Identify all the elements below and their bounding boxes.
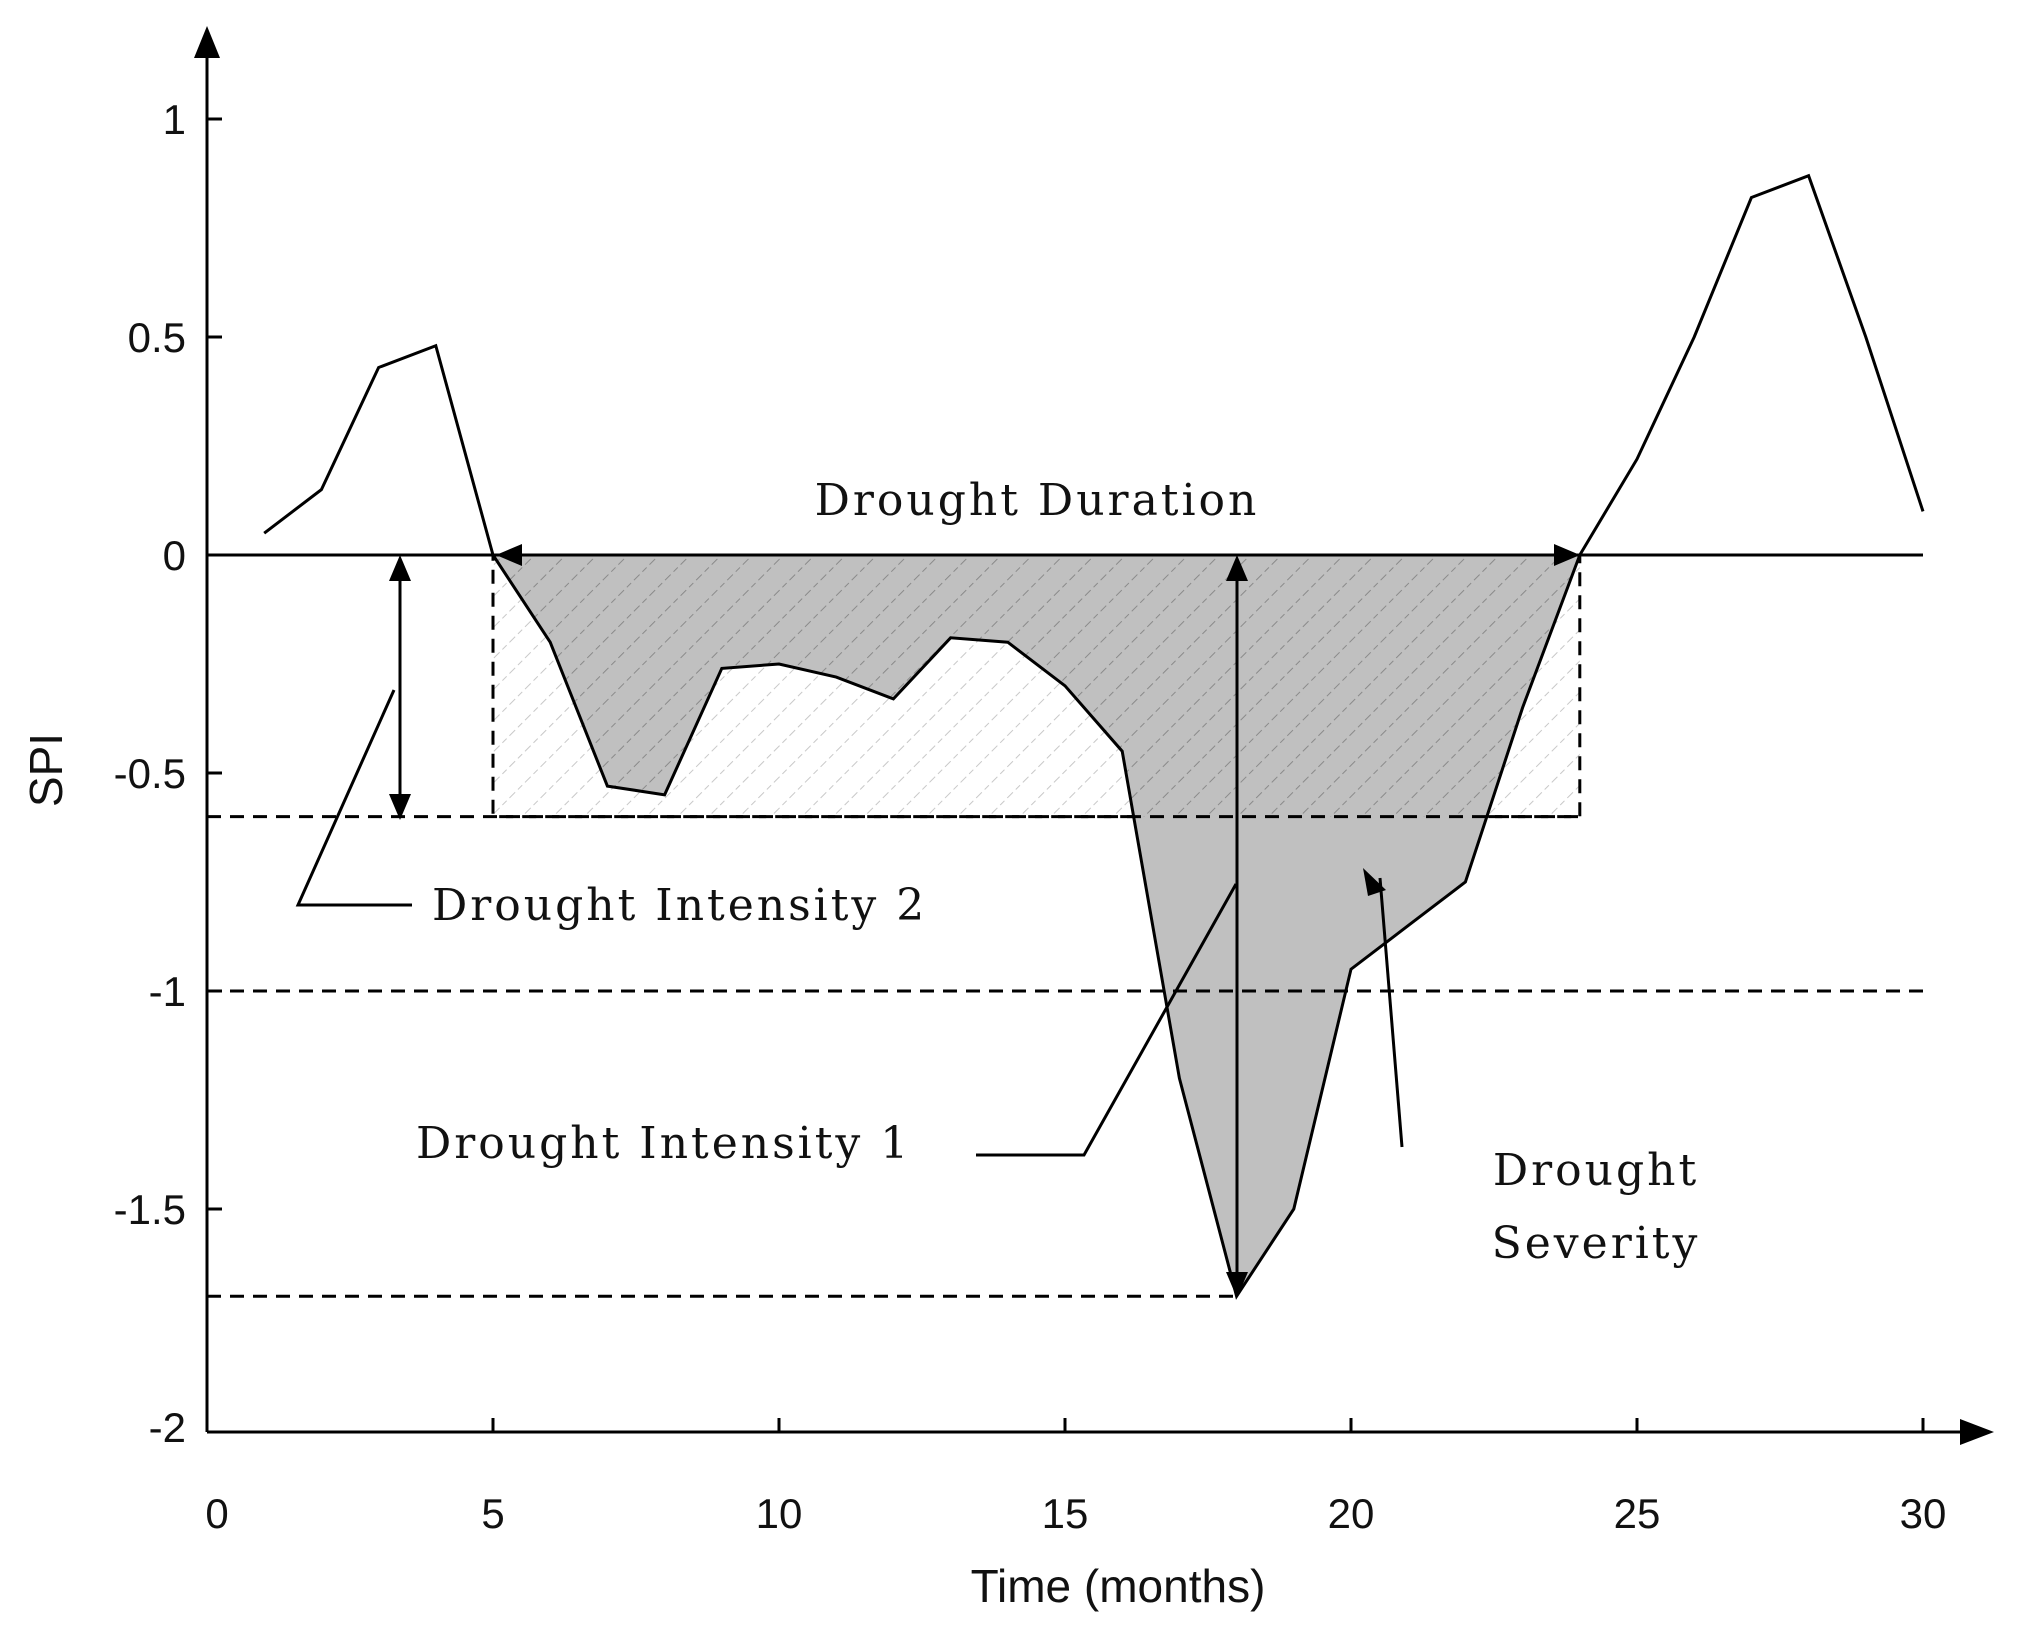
severity-arrowhead: [1363, 868, 1386, 896]
x-ticks: 0 5 10 15 20 25 30: [205, 1418, 1946, 1537]
severity-leader: [1378, 877, 1404, 1148]
y-tick-label: -0.5: [114, 750, 186, 797]
severity-label-line1: Drought: [1493, 1145, 1699, 1196]
duration-arrowhead-right: [1554, 544, 1580, 566]
intensity1-arrowhead-top: [1226, 555, 1248, 581]
x-tick-label: 0: [205, 1490, 228, 1537]
x-axis-title: Time (months): [971, 1560, 1266, 1612]
y-tick-label: 0: [163, 532, 186, 579]
y-ticks: -2 -1.5 -1 -0.5 0 0.5 1: [114, 96, 222, 1451]
annotation-arrowheads: [389, 544, 1580, 1298]
x-tick-label: 10: [756, 1490, 803, 1537]
intensity2-arrowhead-bottom: [389, 794, 411, 820]
severity-hatch: [493, 555, 1580, 817]
intensity2-arrowhead-top: [389, 555, 411, 581]
intensity1-label: Drought Intensity 1: [416, 1118, 911, 1169]
x-tick-label: 15: [1042, 1490, 1089, 1537]
y-tick-label: 1: [163, 96, 186, 143]
intensity2-label: Drought Intensity 2: [432, 880, 927, 931]
axes: [194, 26, 1994, 1445]
intensity1-leader: [976, 883, 1238, 1157]
y-axis-title: SPI: [20, 733, 72, 807]
x-tick-label: 30: [1900, 1490, 1947, 1537]
y-tick-label: -1: [149, 968, 186, 1015]
y-tick-label: -1.5: [114, 1186, 186, 1233]
duration-label: Drought Duration: [815, 475, 1260, 526]
intensity2-leader: [295, 689, 412, 907]
x-tick-label: 5: [481, 1490, 504, 1537]
x-axis-arrow: [1960, 1419, 1994, 1445]
x-tick-label: 20: [1328, 1490, 1375, 1537]
y-tick-label: 0.5: [128, 314, 186, 361]
y-tick-label: -2: [149, 1404, 186, 1451]
annotation-arrows: [295, 553, 1558, 1276]
y-axis-arrow: [194, 26, 220, 58]
duration-arrowhead-left: [496, 544, 522, 566]
intensity1-arrowhead-bottom: [1226, 1272, 1248, 1298]
x-tick-label: 25: [1614, 1490, 1661, 1537]
severity-label-line2: Severity: [1492, 1218, 1701, 1269]
spi-series-line: [263, 173, 1925, 1300]
reference-lines: [207, 815, 1923, 1298]
